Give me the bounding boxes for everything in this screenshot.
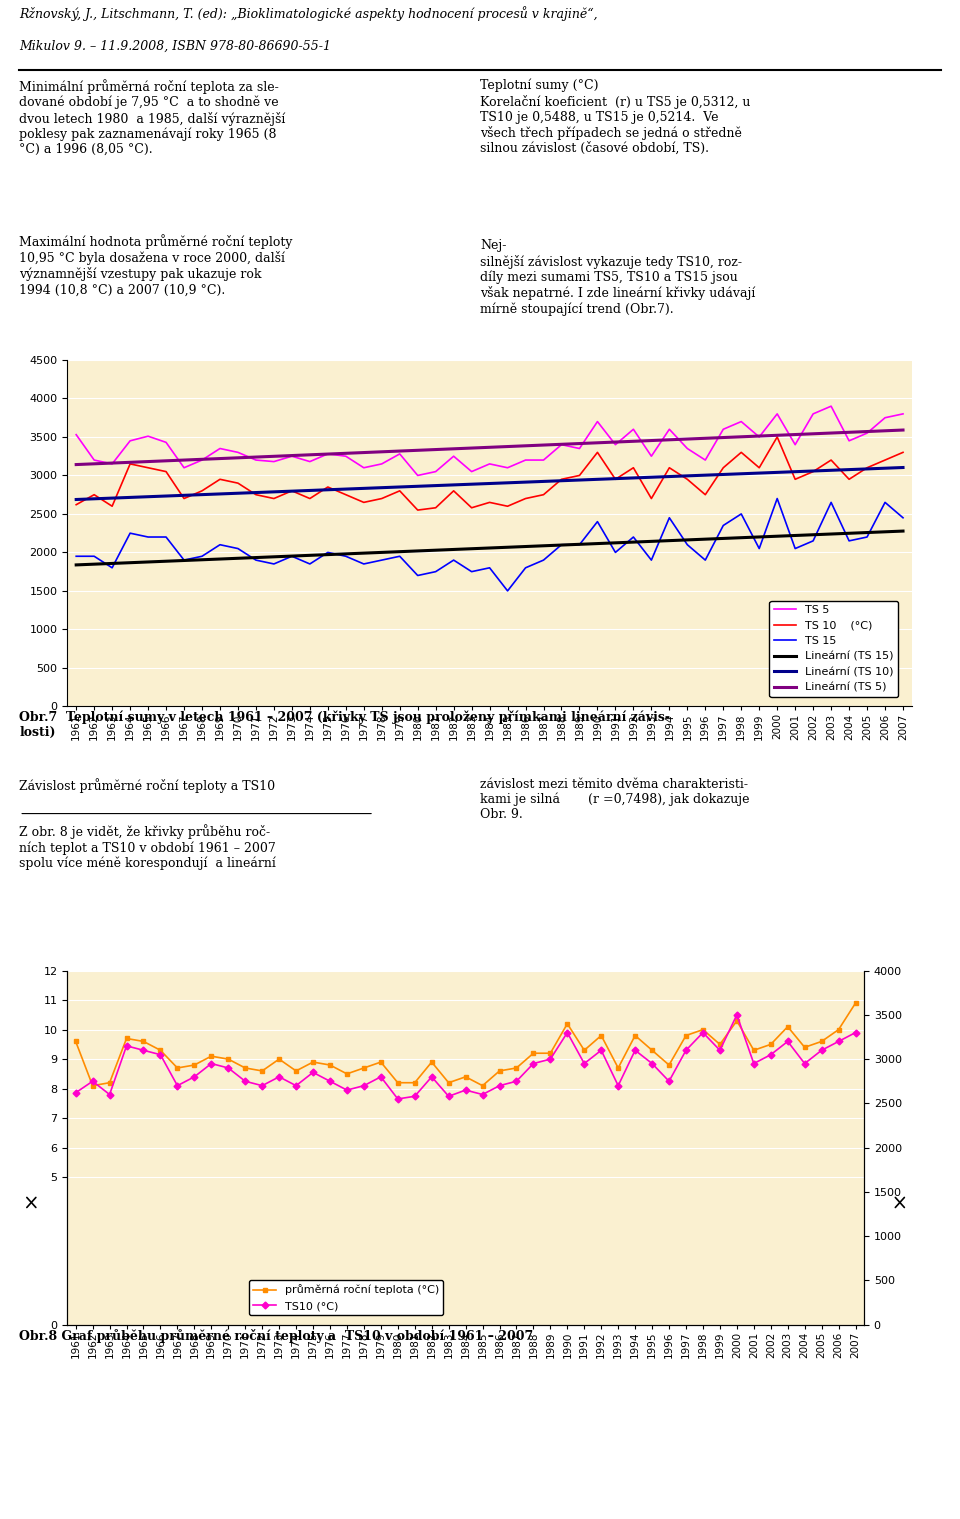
Text: Obr.7  Teplotní sumy v letech 1961 – 2007 (křivky TS jsou proloženy přímkami lin: Obr.7 Teplotní sumy v letech 1961 – 2007… (19, 711, 670, 740)
Text: Minimální průměrná roční teplota za sle-
dované období je 7,95 °C  a to shodně v: Minimální průměrná roční teplota za sle-… (19, 79, 285, 156)
Text: Z obr. 8 je vidět, že křivky průběhu roč-
ních teplot a TS10 v období 1961 – 200: Z obr. 8 je vidět, že křivky průběhu roč… (19, 825, 276, 870)
Text: Ržnovský, J., Litschmann, T. (ed): „Bioklimatologické aspekty hodnocení procesů : Ržnovský, J., Litschmann, T. (ed): „Biok… (19, 6, 598, 21)
Text: závislost mezi těmito dvěma charakteristi-
kami je silná       (r =0,7498), jak : závislost mezi těmito dvěma charakterist… (480, 778, 750, 822)
Text: Závislost průměrné roční teploty a TS10: Závislost průměrné roční teploty a TS10 (19, 778, 276, 793)
Text: Mikulov 9. – 11.9.2008, ISBN 978-80-86690-55-1: Mikulov 9. – 11.9.2008, ISBN 978-80-8669… (19, 39, 331, 53)
Legend: TS 5, TS 10    (°C), TS 15, Lineární (TS 15), Lineární (TS 10), Lineární (TS 5): TS 5, TS 10 (°C), TS 15, Lineární (TS 15… (770, 600, 898, 697)
Text: Obr.8 Graf průběhu průměrné roční teploty a  TS10 v období 1961 – 2007: Obr.8 Graf průběhu průměrné roční teplot… (19, 1329, 534, 1343)
Text: Teplotní sumy (°C)
Korelační koeficient  (r) u TS5 je 0,5312, u
TS10 je 0,5488, : Teplotní sumy (°C) Korelační koeficient … (480, 79, 751, 155)
Legend: průměrná roční teplota (°C), TS10 (°C): průměrná roční teplota (°C), TS10 (°C) (249, 1281, 444, 1315)
Text: Nej-
silnější závislost vykazuje tedy TS10, roz-
díly mezi sumami TS5, TS10 a TS: Nej- silnější závislost vykazuje tedy TS… (480, 240, 756, 316)
Text: Maximální hodnota průměrné roční teploty
10,95 °C byla dosažena v roce 2000, dal: Maximální hodnota průměrné roční teploty… (19, 234, 293, 296)
